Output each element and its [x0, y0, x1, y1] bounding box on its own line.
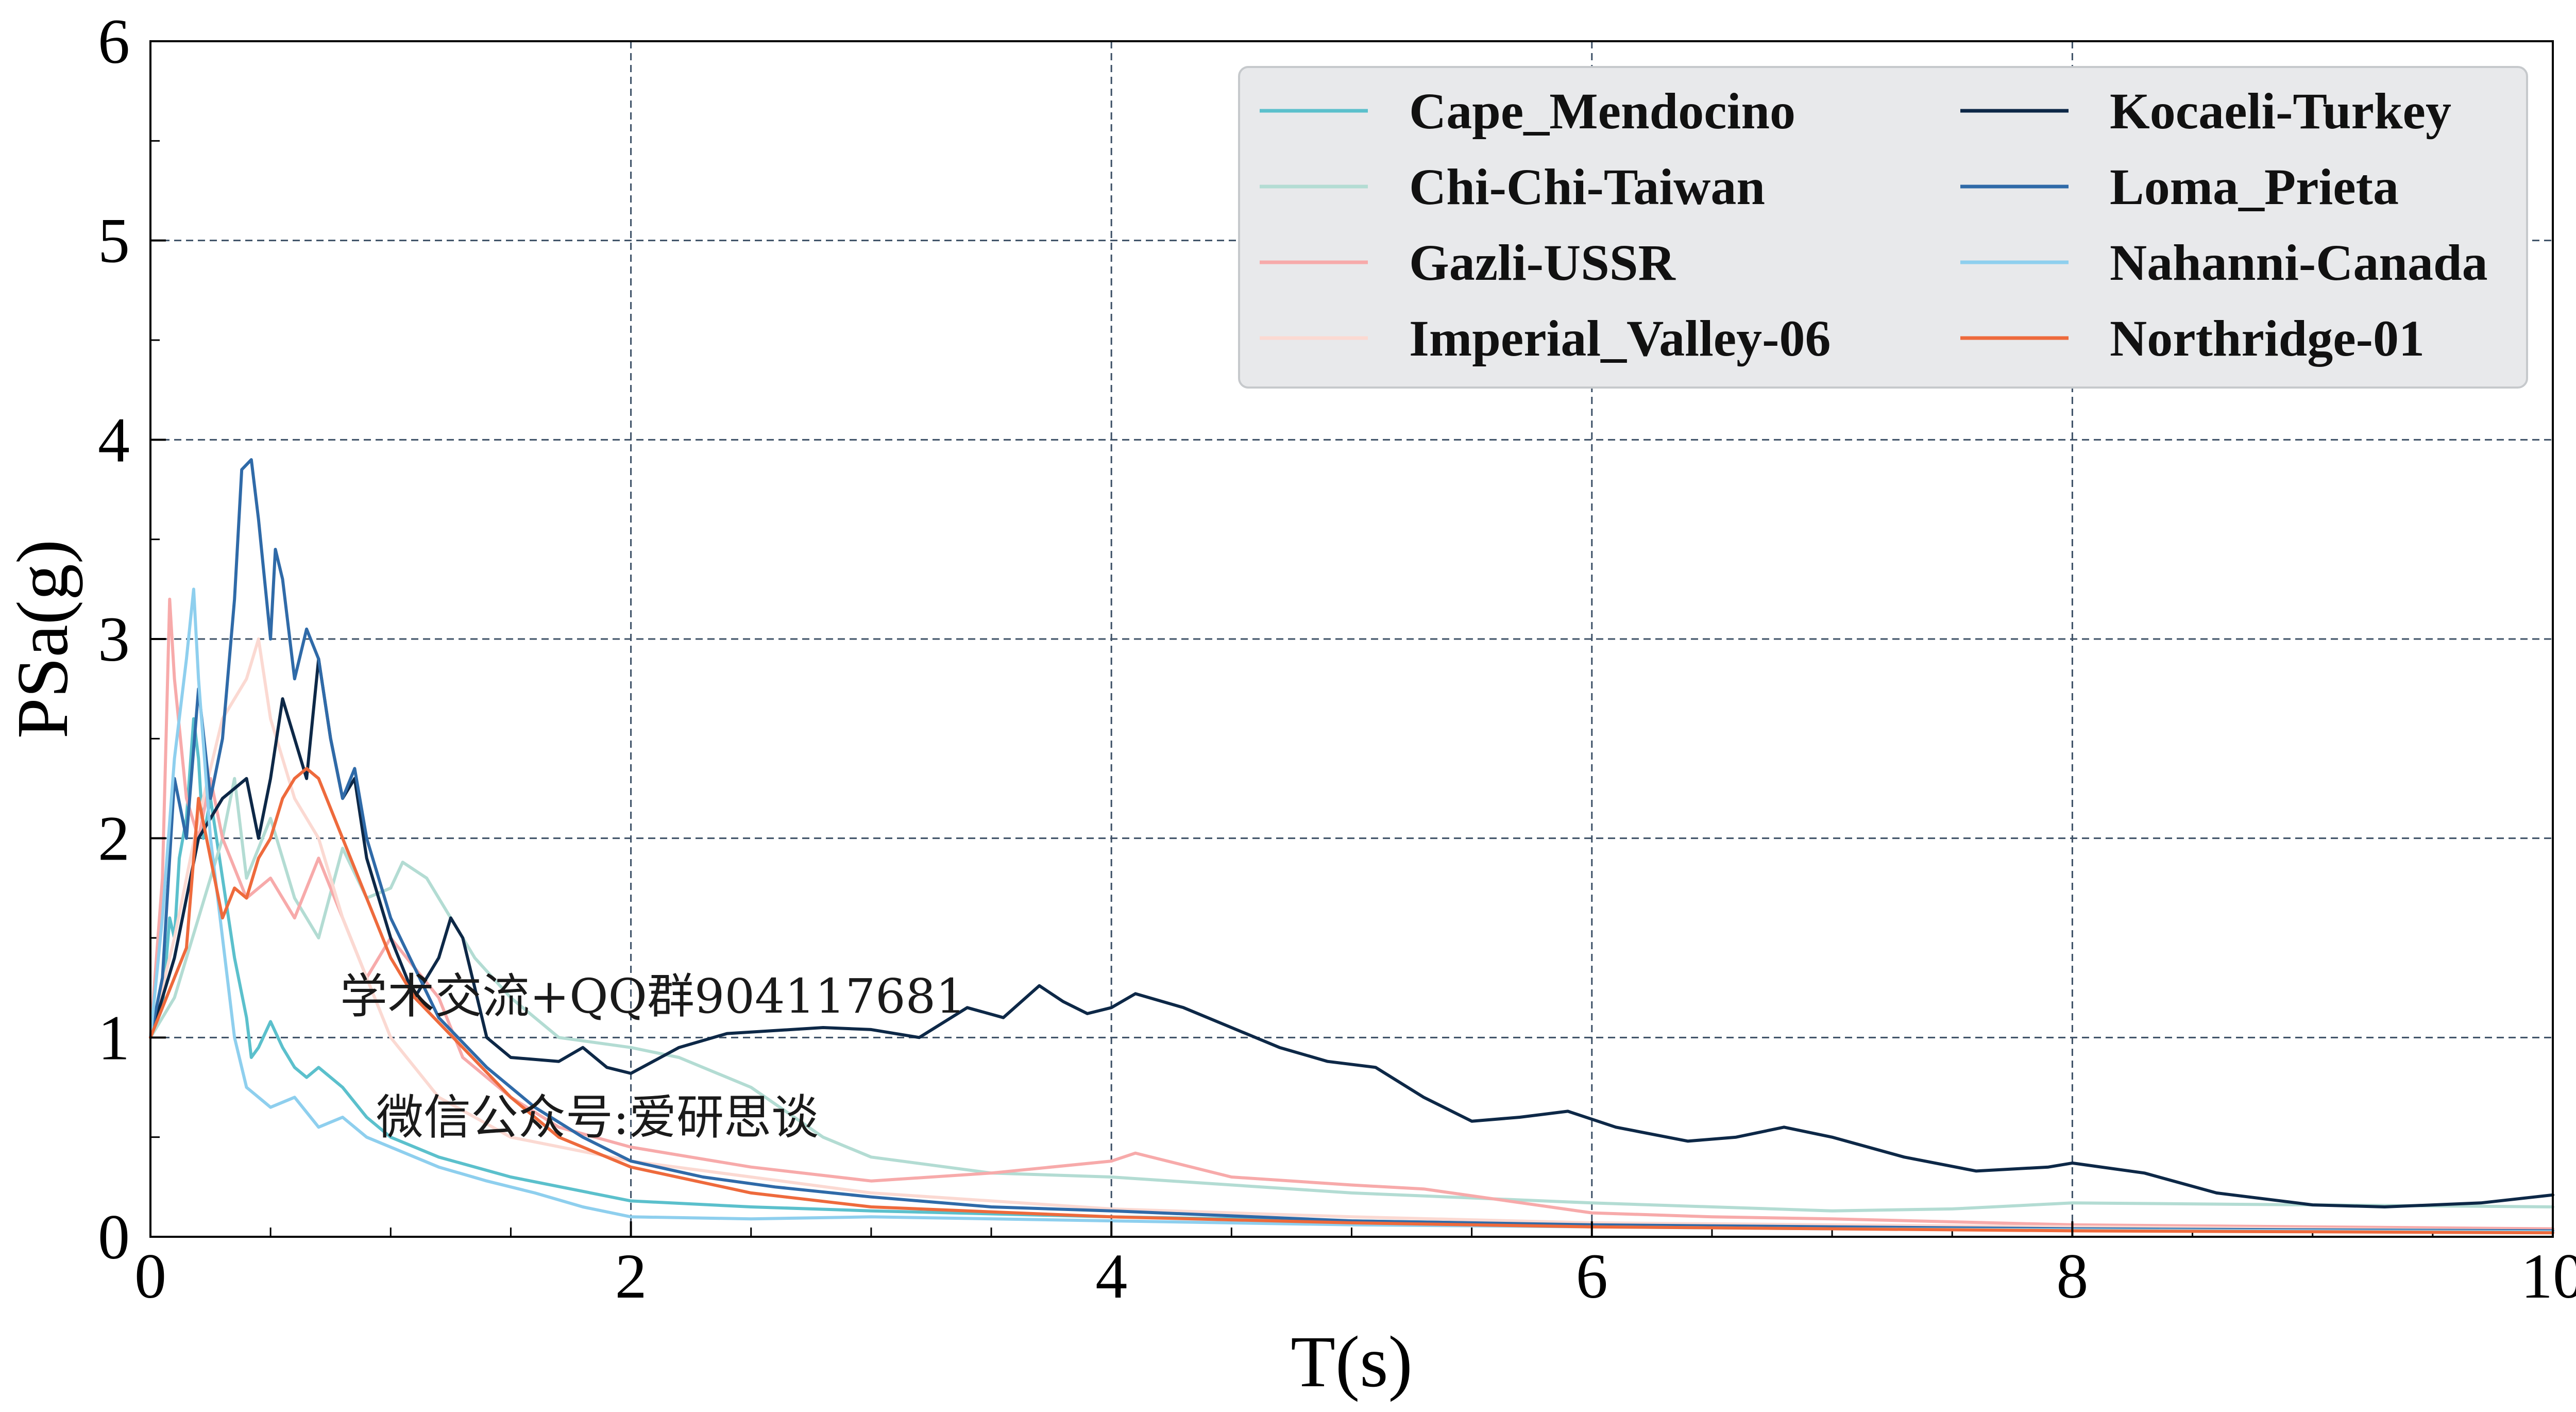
legend-label: Loma_Prieta [2110, 158, 2399, 215]
y-tick-label: 4 [98, 405, 130, 475]
x-axis-title: T(s) [1291, 1321, 1413, 1402]
axis-ticks: 0 2 4 6 8 10 0 1 2 3 4 5 6 [98, 6, 2576, 1312]
legend-label: Northridge-01 [2110, 310, 2425, 367]
y-axis-title: PSa(g) [2, 540, 83, 739]
x-tick-label: 6 [1576, 1241, 1608, 1312]
y-tick-label: 0 [98, 1202, 130, 1272]
series-line-loma-prieta [149, 458, 2554, 1233]
legend-label: Cape_Mendocino [1409, 82, 1795, 140]
legend-label: Kocaeli-Turkey [2110, 82, 2451, 140]
watermark-wechat: 微信公众号:爱研思谈 [376, 1090, 819, 1145]
series-lines [149, 458, 2554, 1235]
y-tick-label: 3 [98, 604, 130, 675]
legend-box [1238, 66, 2528, 389]
series-line-chi-chi-taiwan [149, 777, 2554, 1213]
watermark-qq-group: 学术交流+QQ群904117681 [340, 969, 966, 1024]
legend-label: Nahanni-Canada [2110, 234, 2488, 291]
series-line-imperial-valley-06 [149, 637, 2554, 1233]
y-tick-label: 6 [98, 6, 130, 77]
y-tick-label: 2 [98, 803, 130, 874]
legend-label: Gazli-USSR [1409, 234, 1676, 291]
legend: Cape_Mendocino Chi-Chi-Taiwan Gazli-USSR Im… [1238, 66, 2528, 389]
y-tick-label: 5 [98, 206, 130, 276]
x-tick-label: 4 [1095, 1241, 1127, 1312]
x-tick-label: 8 [2056, 1241, 2088, 1312]
x-tick-label: 2 [615, 1241, 647, 1312]
series-line-northridge-01 [149, 767, 2554, 1235]
x-tick-label: 10 [2521, 1241, 2576, 1312]
legend-label: Chi-Chi-Taiwan [1409, 158, 1765, 215]
x-tick-label: 0 [134, 1241, 166, 1312]
y-tick-label: 1 [98, 1002, 130, 1073]
series-line-nahanni-canada [149, 587, 2554, 1234]
legend-label: Imperial_Valley-06 [1409, 310, 1831, 367]
